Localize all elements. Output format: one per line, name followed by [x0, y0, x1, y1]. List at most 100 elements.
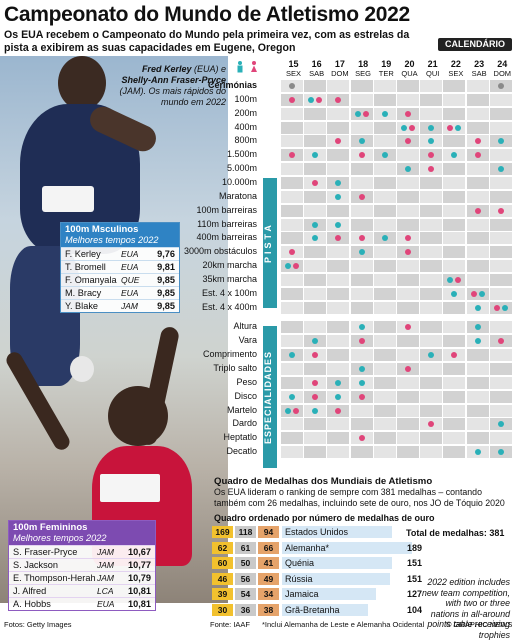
calendar-cell [489, 246, 512, 259]
silver-count: 36 [235, 604, 256, 616]
men-event-dot [447, 276, 454, 283]
calendar-cell [350, 404, 373, 417]
page-subtitle: Os EUA recebem o Campeonato do Mundo pel… [4, 29, 410, 54]
ceremony-dot [289, 83, 295, 89]
women-event-dot [358, 235, 365, 242]
day-column-header: 21 QUI [421, 60, 444, 79]
calendar-cell [304, 135, 327, 148]
especialidades-section-bar: ESPECIALIDADES [263, 326, 277, 468]
bronze-count: 41 [258, 557, 279, 570]
calendar-cell [304, 446, 327, 459]
medals-title: Quadro de Medalhas dos Mundiais de Atlet… [214, 476, 433, 487]
men-name: M. Bracy [65, 288, 102, 298]
calendar-cell [373, 135, 396, 148]
calendar-cell [373, 301, 396, 314]
event-label: Decatlo [226, 446, 257, 457]
calendar-cell [327, 363, 350, 375]
women-name: A. Hobbs [13, 599, 51, 609]
men-event-dot [285, 263, 291, 270]
medal-total: 127 [406, 589, 422, 600]
event-label: 400m barreiras [196, 232, 257, 243]
calendar-cell [397, 404, 419, 417]
women-time: 10,79 [128, 573, 151, 583]
event-label: Triplo salto [213, 363, 257, 373]
calendar-cell [304, 246, 327, 259]
calendar-cell [281, 321, 303, 334]
calendar-cell [420, 390, 443, 403]
men-row: F. Kerley EUA 9,76 [61, 247, 179, 260]
calendar-cell [466, 163, 489, 176]
calendar-cell [397, 93, 419, 106]
calendar-cell [489, 218, 512, 231]
men-event-dot [428, 138, 435, 145]
women-event-dot [405, 235, 411, 242]
calendar-cell [466, 232, 489, 245]
event-label: 3000m obstáculos [183, 246, 257, 257]
calendar-cell [443, 260, 466, 273]
calendar-cell [443, 107, 466, 120]
women-event-dot [358, 435, 365, 442]
caption-name1: Fred Kerley [141, 64, 192, 74]
calendar-cell [397, 349, 419, 362]
men-event-dot [497, 421, 504, 428]
women-event-dot [312, 352, 319, 359]
calendar-cell [327, 349, 350, 362]
medal-country: Jamaica [282, 588, 376, 601]
men-event-dot [497, 166, 504, 173]
event-label: Maratona [218, 190, 257, 201]
women-row: E. Thompson-Herah JAM 10,79 [9, 571, 155, 584]
calendar-cell [443, 218, 466, 231]
men-event-dot [354, 110, 361, 117]
calendar-cell [443, 232, 466, 245]
medal-total: 151 [406, 573, 422, 584]
event-label: 110m barreiras [197, 218, 257, 229]
calendar-cell [327, 287, 350, 300]
medal-row: 62 61 66 Alemanha* 189 [212, 541, 512, 555]
silver-count: 50 [235, 557, 256, 570]
calendar-cell [489, 260, 512, 273]
calendar-cell [420, 446, 443, 459]
calendar-cell [489, 363, 512, 375]
calendar-cell [373, 163, 396, 176]
male-icon [237, 61, 243, 73]
calendar-cell [327, 301, 350, 314]
women-country: JAM [97, 547, 114, 557]
day-weekday: SAB [471, 69, 487, 78]
day-column-header: 19 TER [375, 60, 398, 79]
day-column-header: 16 SAB [305, 60, 328, 79]
calendar-cell [373, 349, 396, 362]
men-event-dot [401, 124, 407, 131]
event-label: Martelo [226, 404, 257, 415]
calendar-cell [327, 321, 350, 334]
men-event-dot [312, 338, 319, 345]
calendar-cell [397, 418, 419, 431]
event-label: Altura [233, 321, 257, 332]
calendar-cell [397, 335, 419, 348]
women-event-dot [405, 366, 411, 372]
day-number: 24 [497, 59, 508, 69]
men-row: F. Omanyala QUE 9,85 [61, 273, 179, 286]
men-event-dot [358, 366, 365, 372]
men-event-dot [381, 152, 388, 159]
calendar-cell [420, 176, 443, 189]
female-icon [251, 61, 257, 72]
calendar-cell [443, 404, 466, 417]
day-number: 15 [288, 59, 299, 69]
calendar-cell [443, 376, 466, 389]
calendar-cell [466, 176, 489, 189]
women-event-dot [470, 290, 477, 297]
men-event-dot [335, 379, 342, 386]
calendar-cell [281, 232, 303, 245]
calendar-cell [466, 260, 489, 273]
women-event-dot [335, 407, 342, 414]
calendar-cell [420, 404, 443, 417]
calendar-cell [420, 432, 443, 445]
calendar-cell [373, 204, 396, 217]
day-weekday: SEG [355, 69, 372, 78]
women-table-subtitle: Melhores tempos 2022 [13, 533, 107, 543]
event-label: 1.500m [226, 149, 257, 160]
footer-credit: © GRAPHIC NEWS [446, 620, 513, 629]
women-event-dot [428, 421, 435, 428]
women-time: 10,67 [128, 547, 151, 557]
calendar-cell [443, 80, 466, 92]
